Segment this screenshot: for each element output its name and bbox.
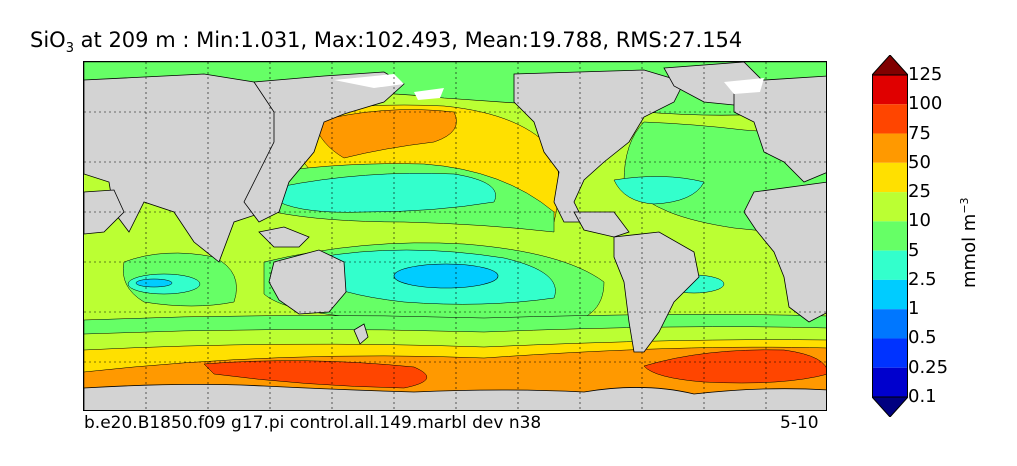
variable-name: SiO [30, 28, 66, 52]
antarctica [84, 384, 826, 410]
north-america [513, 69, 685, 223]
southern-atlantic-max [643, 349, 826, 384]
year-range: 5-10 [780, 413, 819, 433]
colorbar-tick-label: 125 [908, 64, 943, 85]
colorbar-tick-label: 5 [908, 239, 920, 261]
ocean-map [84, 62, 826, 410]
sea-ice-patch [414, 88, 444, 100]
colorbar-segment [872, 279, 908, 310]
northwest-pacific-max [313, 109, 457, 159]
land-masses [84, 62, 826, 410]
colorbar-tick-label: 1 [908, 298, 920, 320]
colorbar-tick-label: 75 [908, 122, 931, 144]
colorbar-tick-label: 10 [908, 210, 931, 232]
colorbar-segment [872, 133, 908, 163]
sea-ice-patch [334, 74, 404, 88]
units-text: mmol m [959, 213, 980, 288]
africa-west [743, 181, 826, 323]
indonesia [258, 226, 310, 248]
colorbar [872, 55, 908, 417]
southern-pacific-max [203, 360, 427, 389]
central-america [573, 211, 630, 238]
variable-subscript: 3 [65, 41, 74, 57]
map-panel [83, 61, 827, 411]
colorbar-segment [872, 162, 908, 193]
colorbar-segment [872, 221, 908, 251]
units-exponent: −3 [958, 197, 971, 214]
colorbar-extend-min [872, 396, 908, 417]
colorbar-segments [872, 55, 908, 417]
colorbar-tick-label: 0.5 [908, 327, 937, 349]
indian-ocean-minimum [135, 278, 173, 288]
colorbar-segment [872, 309, 908, 339]
colorbar-segment [872, 192, 908, 222]
colorbar-segment [872, 367, 908, 397]
colorbar-segment [872, 75, 908, 105]
colorbar-tick-label: 0.1 [908, 386, 937, 407]
sea-ice-patch [724, 78, 764, 94]
colorbar-segment [872, 104, 908, 134]
title-stats: at 209 m : Min:1.031, Max:102.493, Mean:… [73, 28, 743, 52]
plot-title: SiO3 at 209 m : Min:1.031, Max:102.493, … [30, 28, 742, 56]
colorbar-tick-label: 0.25 [908, 356, 949, 378]
colorbar-units: mmol m−3 [958, 197, 980, 288]
new-zealand [353, 323, 369, 345]
colorbar-tick-label: 25 [908, 181, 931, 203]
south-pacific-minimum [393, 263, 499, 289]
sea-ice [334, 74, 764, 100]
map-gridlines [84, 62, 826, 410]
colorbar-tick-label: 50 [908, 151, 931, 173]
colorbar-extend-max [872, 55, 908, 76]
case-name: b.e20.B1850.f09 g17.pi control.all.149.m… [84, 413, 542, 433]
colorbar-tick-label: 2.5 [908, 268, 937, 290]
colorbar-frame [872, 74, 908, 398]
colorbar-tick-label: 100 [908, 93, 943, 115]
north-pacific-low [278, 173, 496, 213]
tropical-atlantic-low [613, 176, 705, 205]
colorbar-segment [872, 338, 908, 368]
colorbar-segment [872, 250, 908, 280]
